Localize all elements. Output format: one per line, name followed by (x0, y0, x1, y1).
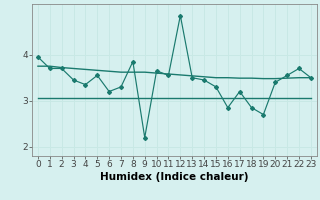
X-axis label: Humidex (Indice chaleur): Humidex (Indice chaleur) (100, 172, 249, 182)
